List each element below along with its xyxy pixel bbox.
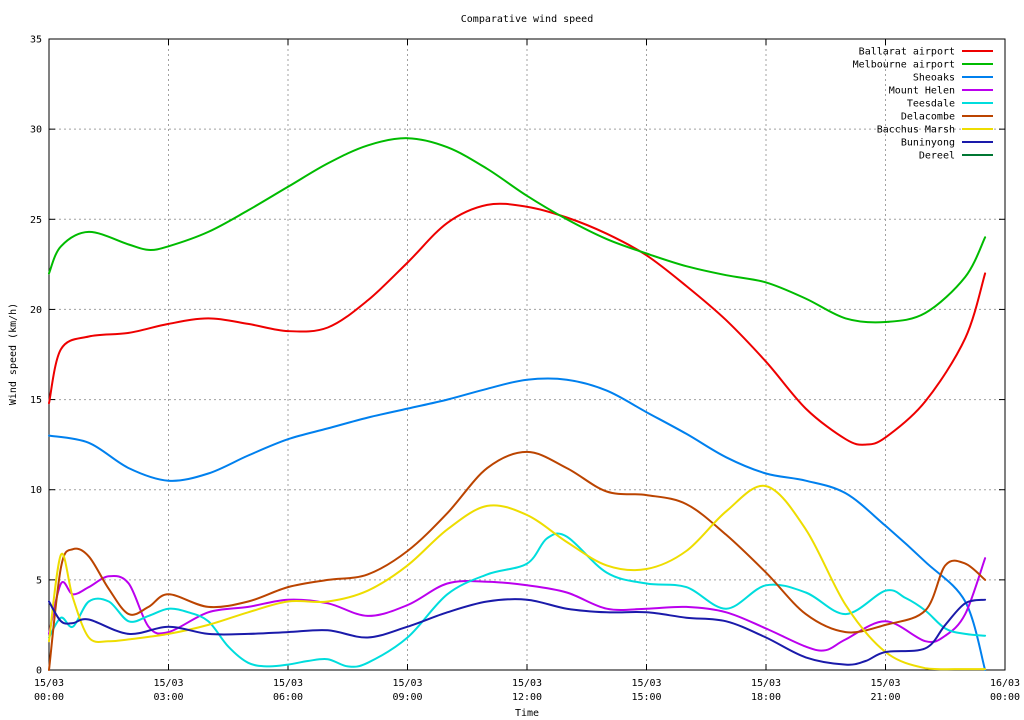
y-tick-label: 5	[36, 575, 42, 586]
y-tick-label: 0	[36, 666, 42, 677]
legend-label-mount-helen: Mount Helen	[889, 86, 955, 97]
x-tick-date-label: 15/03	[870, 678, 900, 689]
y-tick-label: 35	[30, 35, 42, 46]
series-lines	[48, 137, 987, 671]
x-tick-time-label: 21:00	[870, 692, 900, 703]
legend: Ballarat airport Melbourne airport Sheoaks…	[853, 47, 993, 162]
x-tick-time-label: 03:00	[153, 692, 183, 703]
series-line-teesdale	[48, 532, 987, 668]
x-tick-time-label: 15:00	[631, 692, 661, 703]
legend-label-melbourne-airport: Melbourne airport	[853, 60, 955, 71]
legend-label-bacchus-marsh: Bacchus Marsh	[877, 125, 955, 136]
x-tick-time-label: 00:00	[34, 692, 64, 703]
x-tick-date-label: 15/03	[751, 678, 781, 689]
x-tick-date-label: 15/03	[392, 678, 422, 689]
y-tick-label: 20	[30, 305, 42, 316]
chart-title: Comparative wind speed	[461, 14, 593, 25]
legend-label-teesdale: Teesdale	[907, 99, 955, 110]
series-line-buninyong	[48, 598, 987, 666]
legend-label-delacombe: Delacombe	[901, 112, 955, 123]
legend-label-dereel: Dereel	[919, 151, 955, 162]
y-tick-label: 30	[30, 125, 42, 136]
legend-label-ballarat-airport: Ballarat airport	[859, 47, 955, 58]
x-tick-date-label: 15/03	[34, 678, 64, 689]
series-line-melbourne-airport	[48, 137, 987, 324]
x-tick-date-label: 15/03	[631, 678, 661, 689]
x-axis-label: Time	[515, 708, 539, 719]
y-tick-label: 25	[30, 215, 42, 226]
x-tick-time-label: 09:00	[392, 692, 422, 703]
series-line-bacchus-marsh	[48, 484, 987, 671]
series-line-ballarat-airport	[48, 202, 987, 446]
x-tick-time-label: 06:00	[273, 692, 303, 703]
x-tick-time-label: 18:00	[751, 692, 781, 703]
y-axis-label: Wind speed (km/h)	[8, 303, 19, 405]
grid	[49, 39, 1005, 670]
y-tick-label: 15	[30, 395, 42, 406]
x-tick-time-label: 00:00	[990, 692, 1020, 703]
legend-label-sheoaks: Sheoaks	[913, 73, 955, 84]
series-line-sheoaks	[48, 377, 987, 671]
plot-frame	[48, 38, 1006, 671]
x-tick-date-label: 16/03	[990, 678, 1020, 689]
y-tick-label: 10	[30, 485, 42, 496]
x-tick-date-label: 15/03	[153, 678, 183, 689]
series-line-delacombe	[48, 450, 987, 671]
x-tick-time-label: 12:00	[512, 692, 542, 703]
axes: 0 5 10 15 20 25 30 35 15/03 00:00 15/03 03:00 15/03 0…	[30, 35, 1020, 704]
x-tick-date-label: 15/03	[512, 678, 542, 689]
series-line-mount-helen	[48, 557, 987, 652]
x-tick-date-label: 15/03	[273, 678, 303, 689]
legend-label-buninyong: Buninyong	[901, 138, 955, 149]
